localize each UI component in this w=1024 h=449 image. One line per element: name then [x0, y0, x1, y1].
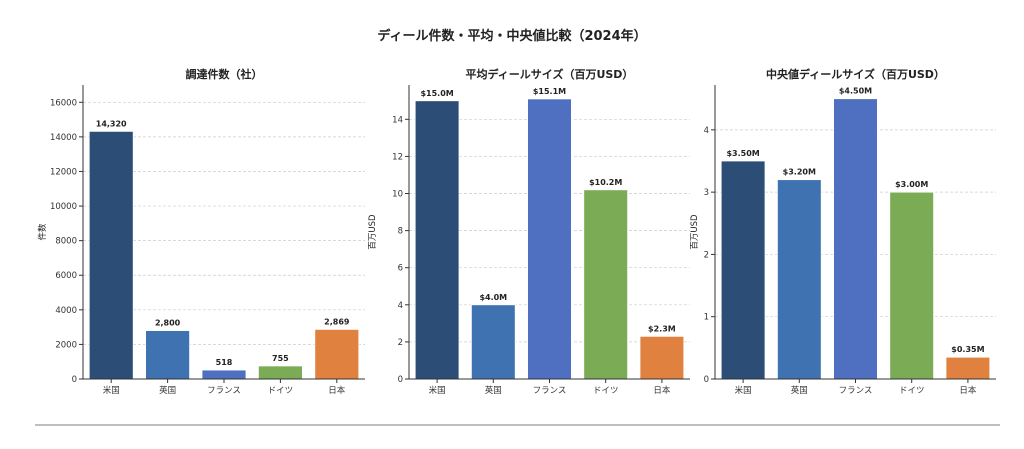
x-tick-label: 米国 — [735, 385, 752, 396]
bar-4 — [258, 365, 303, 380]
x-tick-label: 英国 — [485, 385, 502, 396]
data-label: $4.50M — [839, 87, 872, 96]
y-tick-label: 0 — [704, 375, 709, 385]
x-tick-label: 米国 — [429, 385, 446, 396]
bar-2 — [145, 330, 190, 380]
y-tick-label: 6 — [398, 264, 403, 274]
data-label: $0.35M — [951, 345, 984, 354]
x-tick-label: 英国 — [791, 385, 808, 396]
data-label: $4.0M — [479, 293, 507, 302]
y-tick-label: 16000 — [50, 98, 77, 108]
bar-2 — [776, 179, 822, 380]
x-tick-label: 米国 — [103, 385, 120, 396]
y-axis-label: 百万USD — [368, 214, 378, 250]
y-tick-label: 8 — [398, 227, 403, 237]
data-label: 2,800 — [155, 319, 181, 328]
data-label: $2.3M — [648, 324, 676, 333]
y-tick-label: 3 — [704, 188, 709, 198]
y-axis-label: 百万USD — [690, 214, 700, 250]
bar-5 — [945, 356, 991, 380]
y-tick-label: 1 — [704, 313, 709, 323]
bar-5 — [639, 335, 685, 380]
chart-panel-2: 平均ディールサイズ（百万USD） 0 2 4 6 8 10 12 14 $15.0M 米国 $4.0M… — [368, 67, 690, 396]
bar-2 — [470, 304, 516, 380]
y-tick-label: 4000 — [55, 306, 77, 316]
y-tick-label: 8000 — [55, 237, 77, 247]
x-tick-label: ドイツ — [899, 386, 925, 396]
chart-title: 調達件数（社） — [186, 67, 263, 81]
x-tick-label: 日本 — [959, 385, 977, 396]
data-label: 755 — [272, 354, 289, 363]
data-label: 2,869 — [324, 317, 350, 326]
chart-title: 平均ディールサイズ（百万USD） — [466, 67, 634, 81]
y-tick-label: 0 — [72, 375, 77, 385]
x-tick-label: 日本 — [328, 385, 346, 396]
y-tick-label: 10 — [392, 190, 403, 200]
data-label: $3.50M — [726, 149, 759, 158]
x-tick-label: ドイツ — [593, 386, 619, 396]
y-tick-label: 14 — [392, 115, 403, 125]
x-tick-label: フランス — [533, 386, 567, 396]
bar-3 — [833, 98, 878, 380]
y-tick-label: 0 — [398, 375, 403, 385]
x-tick-label: 英国 — [159, 385, 176, 396]
y-axis-label: 件数 — [37, 223, 48, 241]
x-tick-label: フランス — [839, 386, 873, 396]
y-tick-label: 2 — [704, 250, 709, 260]
data-label: $15.0M — [420, 89, 453, 98]
bar-1 — [720, 160, 766, 380]
bar-4 — [583, 189, 629, 380]
data-label: $10.2M — [589, 178, 622, 187]
data-label: $3.20M — [783, 168, 816, 177]
bar-3 — [527, 98, 572, 380]
x-tick-label: ドイツ — [268, 386, 294, 396]
y-tick-label: 4 — [398, 301, 403, 311]
y-tick-label: 14000 — [50, 133, 77, 143]
y-tick-label: 6000 — [55, 271, 77, 281]
y-tick-label: 12 — [392, 152, 403, 162]
bar-3 — [201, 369, 247, 380]
data-label: 518 — [216, 358, 233, 367]
y-tick-label: 10000 — [50, 202, 77, 212]
bar-1 — [414, 100, 460, 380]
y-tick-label: 2 — [398, 338, 403, 348]
bar-1 — [88, 130, 134, 380]
chart-panel-3: 中央値ディールサイズ（百万USD） 0 1 2 3 4 $3.50M 米国 $3.20M 英国 $4… — [690, 67, 996, 396]
y-tick-label: 12000 — [50, 167, 77, 177]
y-tick-label: 2000 — [55, 340, 77, 350]
data-label: $15.1M — [533, 87, 566, 96]
data-label: 14,320 — [96, 119, 127, 128]
bar-4 — [889, 191, 935, 380]
chart-title: 中央値ディールサイズ（百万USD） — [766, 67, 945, 81]
data-label: $3.00M — [895, 180, 928, 189]
chart-panel-1: 調達件数（社） 0 2000 4000 6000 8000 10000 12000 14000 1… — [37, 67, 365, 396]
x-tick-label: 日本 — [653, 385, 671, 396]
figure-title: ディール件数・平均・中央値比較（2024年） — [377, 28, 646, 44]
y-tick-label: 4 — [704, 126, 709, 136]
x-tick-label: フランス — [207, 386, 241, 396]
bar-5 — [314, 328, 360, 380]
